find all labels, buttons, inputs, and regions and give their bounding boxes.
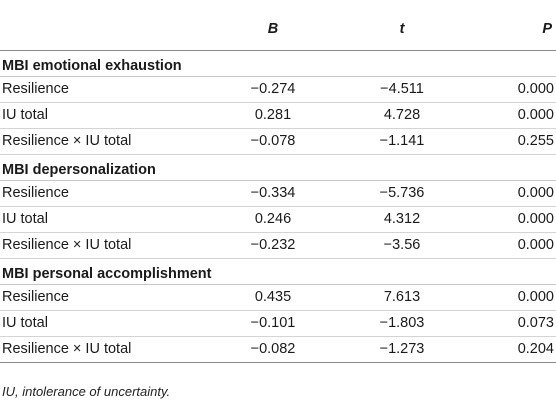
- table-row: Resilience 0.435 7.613 0.000: [0, 284, 556, 311]
- cell-t: 7.613: [336, 284, 468, 311]
- cell-p: 0.000: [468, 284, 556, 311]
- cell-p: 0.073: [468, 310, 556, 337]
- cell-p: 0.000: [468, 76, 556, 103]
- cell-p: 0.000: [468, 232, 556, 259]
- cell-b: 0.435: [210, 284, 336, 311]
- table-row: Resilience × IU total −0.078 −1.141 0.255: [0, 128, 556, 155]
- cell-b: −0.274: [210, 76, 336, 103]
- cell-b: 0.246: [210, 206, 336, 233]
- table-row: Resilience × IU total −0.082 −1.273 0.204: [0, 336, 556, 363]
- cell-t: −1.141: [336, 128, 468, 155]
- header-label: [0, 8, 210, 51]
- row-label: Resilience: [0, 284, 210, 311]
- cell-p: 0.000: [468, 102, 556, 129]
- cell-b: −0.082: [210, 336, 336, 363]
- cell-p: 0.000: [468, 180, 556, 207]
- row-label: Resilience × IU total: [0, 336, 210, 363]
- row-label: IU total: [0, 206, 210, 233]
- cell-t: 4.312: [336, 206, 468, 233]
- header-b: B: [210, 8, 336, 51]
- section-title: MBI depersonalization: [0, 154, 556, 181]
- cell-b: −0.078: [210, 128, 336, 155]
- cell-p: 0.255: [468, 128, 556, 155]
- cell-t: −3.56: [336, 232, 468, 259]
- row-label: Resilience: [0, 180, 210, 207]
- cell-t: −1.803: [336, 310, 468, 337]
- cell-b: −0.101: [210, 310, 336, 337]
- row-label: Resilience × IU total: [0, 128, 210, 155]
- row-label: Resilience × IU total: [0, 232, 210, 259]
- cell-t: −1.273: [336, 336, 468, 363]
- cell-p: 0.204: [468, 336, 556, 363]
- row-label: IU total: [0, 102, 210, 129]
- table-row: IU total −0.101 −1.803 0.073: [0, 310, 556, 337]
- row-label: Resilience: [0, 76, 210, 103]
- results-table: B t P MBI emotional exhaustion Resilience…: [0, 8, 556, 363]
- cell-b: −0.334: [210, 180, 336, 207]
- cell-t: −5.736: [336, 180, 468, 207]
- header-t: t: [336, 8, 468, 51]
- cell-p: 0.000: [468, 206, 556, 233]
- table-row: Resilience × IU total −0.232 −3.56 0.000: [0, 232, 556, 259]
- section-header-row: MBI emotional exhaustion: [0, 50, 556, 77]
- table-row: IU total 0.246 4.312 0.000: [0, 206, 556, 233]
- cell-t: 4.728: [336, 102, 468, 129]
- row-label: IU total: [0, 310, 210, 337]
- cell-b: −0.232: [210, 232, 336, 259]
- table-footnote: IU, intolerance of uncertainty.: [2, 384, 171, 399]
- section-title: MBI personal accomplishment: [0, 258, 556, 285]
- section-header-row: MBI personal accomplishment: [0, 258, 556, 285]
- cell-b: 0.281: [210, 102, 336, 129]
- table-row: IU total 0.281 4.728 0.000: [0, 102, 556, 129]
- table-row: Resilience −0.274 −4.511 0.000: [0, 76, 556, 103]
- cell-t: −4.511: [336, 76, 468, 103]
- section-header-row: MBI depersonalization: [0, 154, 556, 181]
- header-p: P: [468, 8, 556, 51]
- table-body: MBI emotional exhaustion Resilience −0.274…: [0, 50, 556, 363]
- header-row: B t P: [0, 8, 556, 51]
- section-title: MBI emotional exhaustion: [0, 50, 556, 77]
- table-row: Resilience −0.334 −5.736 0.000: [0, 180, 556, 207]
